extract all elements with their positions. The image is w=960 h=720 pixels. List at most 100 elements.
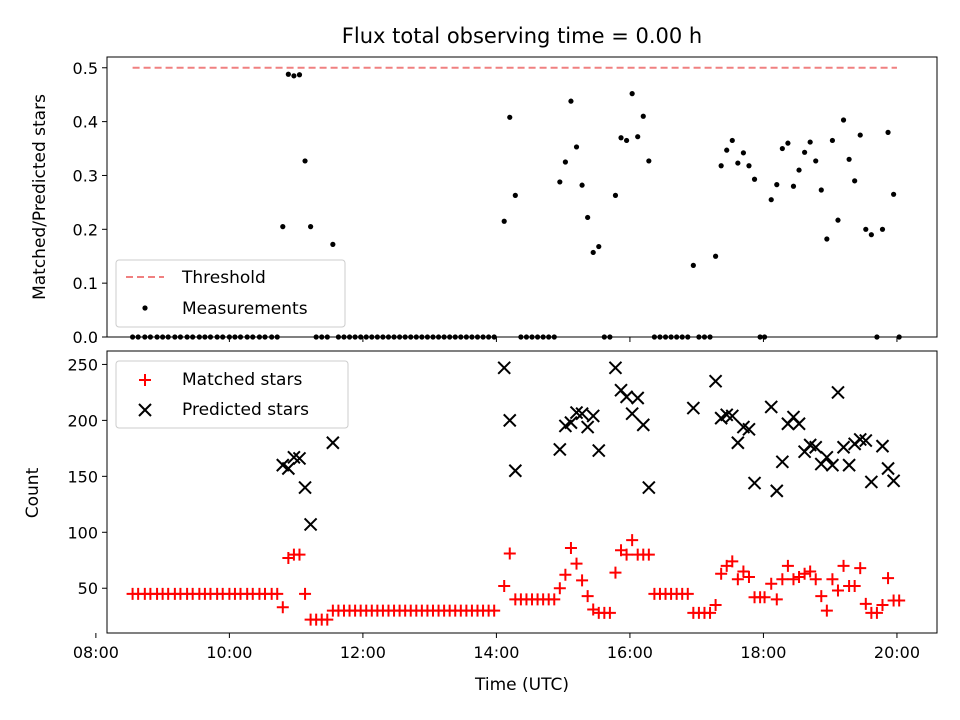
measurement-points [129, 71, 902, 340]
measurement-point [397, 334, 403, 340]
measurement-point [807, 139, 813, 145]
measurement-point [707, 334, 713, 340]
measurement-point [280, 224, 286, 230]
predicted-star-point [731, 436, 745, 450]
measurement-point [512, 192, 518, 198]
measurement-point [629, 91, 635, 97]
measurement-point [779, 145, 785, 152]
measurement-point [491, 334, 497, 340]
measurement-point [573, 144, 580, 150]
predicted-star-point [636, 418, 650, 432]
bottom-x-axis-label: Time (UTC) [474, 675, 569, 695]
predicted-star-point [770, 484, 784, 498]
measurement-point [818, 187, 824, 193]
bottom-y-tick-label: 150 [67, 467, 98, 486]
matched-star-point [276, 601, 289, 614]
measurement-point [177, 334, 184, 340]
measurement-point [474, 334, 481, 340]
predicted-star-point [775, 455, 790, 469]
predicted-star-point [631, 391, 645, 405]
measurement-point [534, 334, 541, 340]
measurement-point [735, 160, 741, 166]
matched-star-point [804, 565, 817, 578]
measurement-point [696, 334, 702, 340]
matched-star-point [837, 559, 850, 572]
measurement-point [590, 249, 596, 256]
measurement-point [363, 334, 369, 340]
matched-star-point [859, 597, 872, 610]
matched-star-point [809, 573, 822, 586]
measurement-point [618, 135, 624, 141]
measurement-point [507, 114, 513, 120]
measurement-point [165, 334, 171, 340]
measurement-point [835, 217, 841, 223]
measurement-point [330, 241, 336, 247]
predicted-star-point [580, 420, 595, 434]
predicted-star-point [298, 480, 312, 495]
matched-star-point [826, 573, 839, 586]
measurement-point [220, 334, 226, 340]
measurement-point [142, 334, 148, 340]
measurement-point [790, 183, 797, 189]
predicted-star-point [508, 464, 523, 478]
matched-star-point [576, 574, 589, 587]
measurement-point [585, 214, 591, 221]
matched-star-point [603, 606, 616, 619]
matched-star-point [893, 594, 906, 607]
measurement-point [761, 334, 768, 340]
predicted-star-point [864, 475, 879, 489]
predicted-star-point [642, 480, 656, 495]
bottom-x-tick-label: 14:00 [473, 643, 519, 662]
predicted-star-point [792, 417, 806, 431]
predicted-star-point [592, 443, 606, 458]
measurement-point [857, 132, 863, 138]
measurement-point [568, 98, 574, 104]
predicted-star-point [836, 440, 851, 454]
legend-matched-label: Matched stars [182, 370, 302, 390]
measurement-point [607, 334, 613, 340]
measurement-point [291, 73, 297, 79]
measurement-point [207, 334, 214, 340]
measurement-point [718, 163, 724, 169]
top-y-tick-label: 0.2 [73, 220, 98, 239]
matched-star-point [293, 548, 306, 561]
measurement-point [202, 334, 208, 340]
top-y-axis-label: Matched/Predicted stars [30, 94, 50, 300]
measurement-point [751, 176, 758, 182]
measurement-point [302, 158, 308, 164]
legend-matched-swatch [139, 374, 151, 386]
matched-star-point [870, 606, 883, 619]
measurement-point [214, 334, 220, 340]
predicted-star-point [625, 406, 639, 421]
measurement-point [385, 334, 392, 340]
measurement-point [313, 334, 319, 340]
measurement-point [486, 334, 492, 340]
measurement-point [774, 182, 780, 188]
measurement-point [380, 334, 386, 340]
bottom-x-tick-label: 20:00 [874, 643, 920, 662]
measurement-point [729, 137, 735, 144]
matched-star-point [570, 557, 583, 570]
bottom-x-axis: 08:00 10:00 12:00 14:00 16:00 18:00 20:00 [73, 633, 920, 662]
measurement-point [402, 334, 408, 340]
bottom-plot-frame [106, 350, 938, 634]
measurement-point [447, 334, 453, 340]
bottom-x-tick-label: 12:00 [340, 643, 386, 662]
measurement-point [679, 334, 685, 340]
matched-star-point [553, 582, 566, 595]
top-legend-box [115, 259, 346, 328]
measurement-point [244, 334, 250, 340]
measurement-point [840, 117, 847, 123]
measurement-point [232, 334, 238, 340]
measurement-point [551, 334, 557, 340]
predicted-star-point [875, 439, 890, 453]
measurement-point [262, 334, 268, 340]
legend-predicted-label: Predicted stars [182, 400, 309, 420]
measurement-point [335, 334, 342, 340]
legend-measurements-swatch [142, 305, 148, 311]
measurement-point [651, 334, 657, 340]
measurement-point [435, 334, 442, 340]
measurement-point [452, 334, 458, 340]
legend-predicted-swatch [138, 403, 152, 417]
matched-star-point [726, 555, 739, 568]
